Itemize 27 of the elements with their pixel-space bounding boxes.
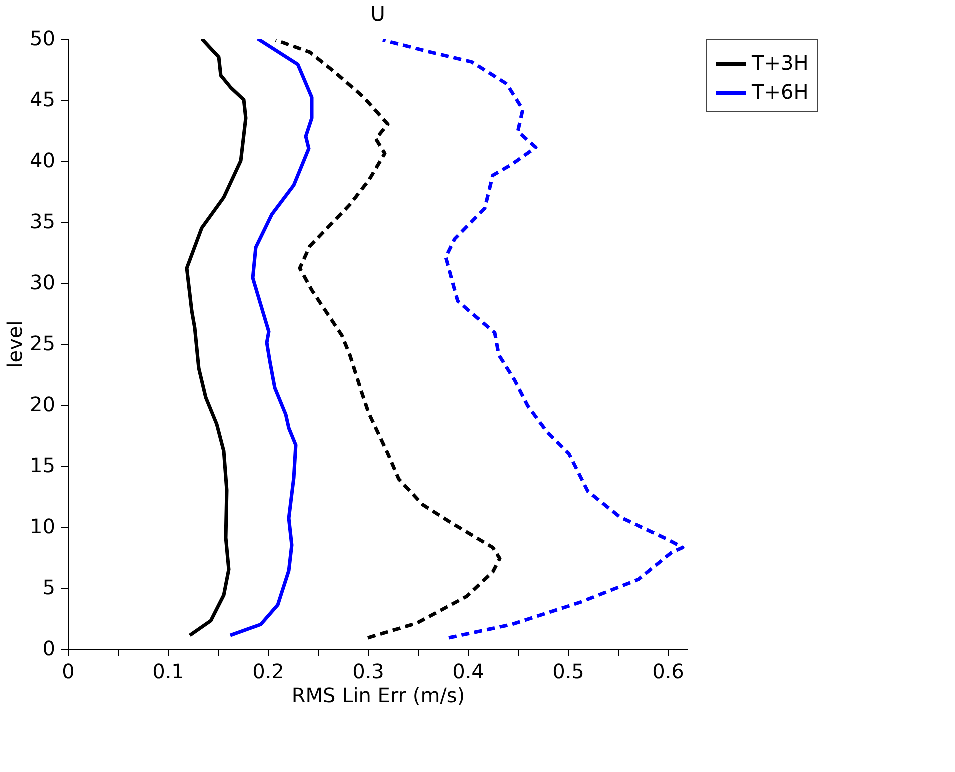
y-tick-label: 10 bbox=[30, 514, 56, 538]
x-tick-label: 0.5 bbox=[552, 660, 584, 684]
y-tick-label: 50 bbox=[30, 26, 56, 50]
x-tick-label: 0.2 bbox=[252, 660, 284, 684]
y-tick-label: 15 bbox=[30, 454, 56, 478]
y-tick-label: 20 bbox=[30, 392, 56, 416]
y-tick-label: 45 bbox=[30, 88, 56, 112]
legend-label: T+6H bbox=[751, 80, 809, 104]
y-tick-label: 5 bbox=[42, 576, 56, 600]
x-tick-label: 0 bbox=[62, 660, 75, 684]
y-tick-label: 40 bbox=[30, 148, 56, 172]
line-series bbox=[381, 39, 685, 640]
y-axis-title: level bbox=[3, 320, 28, 368]
x-tick-label: 0.6 bbox=[652, 660, 684, 684]
line-series bbox=[228, 39, 314, 638]
line-series bbox=[274, 39, 502, 640]
x-axis-title: RMS Lin Err (m/s) bbox=[292, 684, 466, 708]
x-tick-label: 0.4 bbox=[452, 660, 484, 684]
chart-title: U bbox=[370, 2, 386, 26]
legend-label: T+3H bbox=[751, 51, 809, 75]
y-tick-label: 35 bbox=[30, 210, 56, 234]
y-tick-label: 25 bbox=[30, 332, 56, 356]
x-tick-label: 0.1 bbox=[152, 660, 184, 684]
y-tick-label: 0 bbox=[42, 636, 56, 660]
y-tick-label: 30 bbox=[30, 270, 56, 294]
x-tick-label: 0.3 bbox=[352, 660, 384, 684]
line-series bbox=[185, 39, 248, 638]
